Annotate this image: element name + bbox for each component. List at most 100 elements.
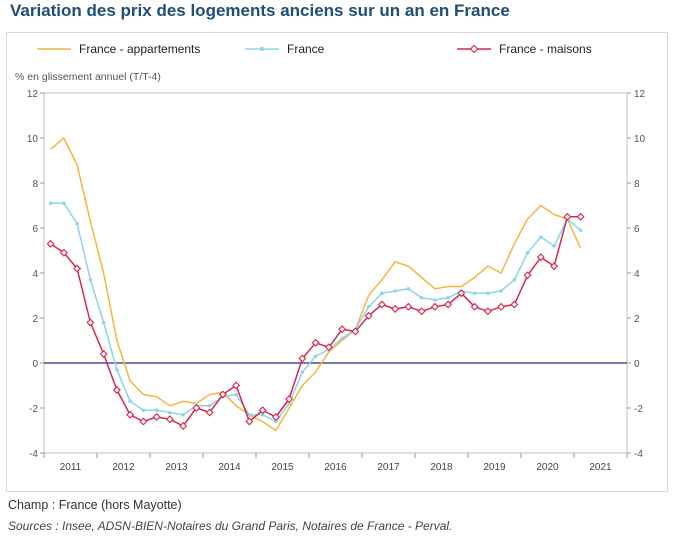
data-point xyxy=(271,413,280,421)
data-point xyxy=(483,307,492,316)
data-point xyxy=(499,289,503,293)
data-point xyxy=(99,350,108,358)
data-point xyxy=(207,403,212,408)
data-point xyxy=(260,412,265,417)
data-point xyxy=(393,289,397,293)
x-tick-label: 2012 xyxy=(112,462,135,473)
data-point xyxy=(152,413,161,421)
y-tick-label-left: -2 xyxy=(29,404,38,415)
data-point xyxy=(179,422,188,430)
y-tick-label-right: 10 xyxy=(634,134,646,145)
data-point xyxy=(205,408,214,417)
data-point xyxy=(128,399,132,404)
x-tick-label: 2019 xyxy=(483,462,506,473)
data-point xyxy=(364,311,373,320)
x-tick-label: 2018 xyxy=(430,462,453,473)
plot-frame xyxy=(43,92,628,454)
data-point xyxy=(417,307,426,316)
data-point xyxy=(324,343,333,352)
data-point xyxy=(274,419,278,424)
data-point xyxy=(59,248,68,257)
data-point xyxy=(313,354,318,359)
data-point xyxy=(300,370,305,374)
data-point xyxy=(457,289,466,298)
data-point xyxy=(510,300,519,309)
data-point xyxy=(523,271,532,280)
x-tick-label: 2020 xyxy=(536,462,559,473)
x-tick-label: 2011 xyxy=(60,462,82,473)
data-point xyxy=(512,277,517,282)
y-tick-label-right: 8 xyxy=(634,179,640,190)
data-point xyxy=(446,295,450,300)
data-point xyxy=(258,406,267,415)
y-tick-label-right: 2 xyxy=(634,314,640,325)
data-point xyxy=(576,212,585,221)
data-point xyxy=(391,305,400,313)
y-tick-label-left: 10 xyxy=(27,134,39,145)
data-point xyxy=(86,318,95,327)
data-point xyxy=(486,291,490,296)
data-point xyxy=(444,300,453,309)
y-tick-label-right: -2 xyxy=(634,404,643,415)
data-point xyxy=(404,302,413,311)
data-point xyxy=(88,277,93,282)
data-point xyxy=(340,336,344,341)
data-point xyxy=(406,286,411,291)
data-point xyxy=(232,381,241,390)
data-point xyxy=(141,408,146,413)
line-chart: -4 -4 -2 -2 0 0 2 2 4 4 6 6 8 8 10 10 12 12 2011 2012 2013 20… xyxy=(15,42,646,473)
data-point xyxy=(165,415,174,424)
data-point xyxy=(101,320,106,325)
data-point xyxy=(168,410,172,415)
data-point xyxy=(247,412,252,417)
x-tick-label: 2015 xyxy=(271,462,294,473)
x-tick-label: 2014 xyxy=(218,462,241,473)
y-tick-label-left: 0 xyxy=(32,359,38,370)
data-point xyxy=(536,253,545,262)
data-point xyxy=(470,302,479,311)
y-tick-label-left: -4 xyxy=(29,449,38,460)
series-line xyxy=(50,202,582,423)
y-tick-label-left: 4 xyxy=(32,269,38,280)
y-axis-label: % en glissement annuel (T/T-4) xyxy=(15,71,161,83)
legend-label: France xyxy=(287,42,325,56)
x-tick-label: 2017 xyxy=(377,462,400,473)
x-tick-label: 2016 xyxy=(324,462,347,473)
data-point xyxy=(525,250,530,255)
data-point xyxy=(115,367,119,372)
data-point xyxy=(73,264,82,273)
data-point xyxy=(287,401,291,406)
page-title: Variation des prix des logements anciens… xyxy=(10,1,510,20)
data-point xyxy=(218,390,227,399)
data-point xyxy=(539,235,543,239)
series-line xyxy=(50,137,582,432)
data-point xyxy=(377,300,386,309)
y-tick-label-left: 8 xyxy=(32,179,38,190)
data-point xyxy=(112,386,121,394)
data-point xyxy=(46,239,55,248)
data-point xyxy=(338,325,347,334)
y-tick-label-right: 6 xyxy=(634,224,640,235)
data-point xyxy=(552,244,556,248)
data-point xyxy=(48,201,53,206)
y-tick-label-left: 2 xyxy=(32,314,38,325)
data-point xyxy=(563,212,572,221)
data-point xyxy=(578,228,583,233)
y-tick-label-right: 0 xyxy=(634,359,640,370)
legend-marker xyxy=(469,44,479,54)
data-point xyxy=(497,302,506,311)
data-point xyxy=(192,404,201,412)
data-point xyxy=(433,298,437,302)
y-tick-label-right: 12 xyxy=(634,89,646,100)
scope-note: Champ : France (hors Mayotte) xyxy=(8,498,182,512)
data-point xyxy=(234,392,238,397)
legend-label: France - maisons xyxy=(499,42,592,56)
legend-marker xyxy=(259,46,265,52)
x-tick-label: 2013 xyxy=(165,462,188,473)
data-point xyxy=(419,295,424,300)
data-point xyxy=(351,327,360,336)
data-point xyxy=(380,291,384,296)
data-point xyxy=(311,338,320,347)
data-point xyxy=(75,221,79,226)
series-line xyxy=(50,216,581,427)
